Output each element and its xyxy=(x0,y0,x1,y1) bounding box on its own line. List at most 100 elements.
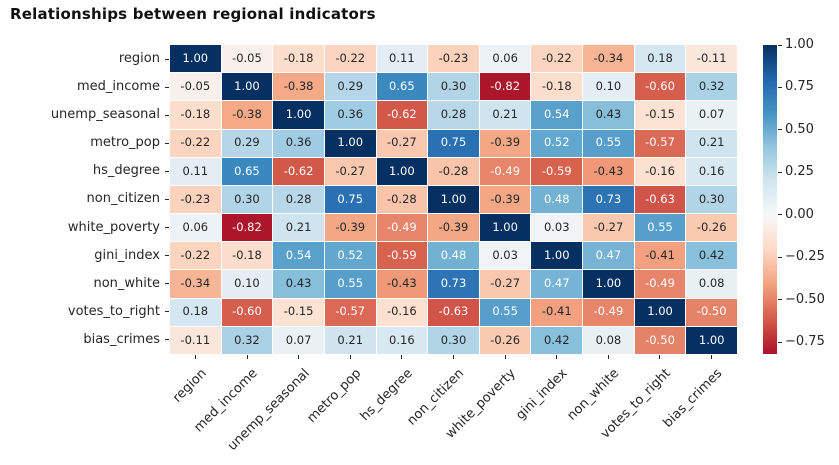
heatmap-cell: 1.00 xyxy=(686,326,737,354)
heatmap-cell: -0.23 xyxy=(428,45,479,73)
heatmap-cell: -0.34 xyxy=(583,45,634,73)
heatmap-cell: 1.00 xyxy=(221,73,273,101)
heatmap-cell: 0.21 xyxy=(686,129,737,157)
heatmap-cell: -0.41 xyxy=(531,298,583,326)
heatmap-cell: -0.18 xyxy=(531,73,583,101)
heatmap-cell: 0.55 xyxy=(479,298,531,326)
heatmap-cell: 0.28 xyxy=(273,185,324,214)
y-axis-label: metro_pop xyxy=(90,135,160,151)
heatmap-cell: -0.39 xyxy=(479,129,531,157)
y-tick-mark xyxy=(164,142,169,144)
heatmap-cell: 0.30 xyxy=(686,185,737,214)
heatmap-cell: -0.57 xyxy=(324,298,376,326)
heatmap-cell: -0.18 xyxy=(273,45,324,73)
x-axis-label: white_poverty xyxy=(442,366,519,442)
heatmap-cell: 0.47 xyxy=(531,270,583,298)
heatmap-cell: 0.47 xyxy=(583,242,634,270)
heatmap-cell: -0.27 xyxy=(479,270,531,298)
heatmap-cell: 1.00 xyxy=(324,129,376,157)
heatmap-cell: -0.28 xyxy=(428,157,479,185)
heatmap-cell: -0.38 xyxy=(273,73,324,101)
heatmap-cell: 1.00 xyxy=(273,101,324,129)
heatmap-cell: 1.00 xyxy=(170,45,221,73)
heatmap-cell: 0.30 xyxy=(428,73,479,101)
heatmap-cell: 0.42 xyxy=(686,242,737,270)
colorbar-tick-label: 1.00 xyxy=(785,37,814,52)
heatmap-cell: 0.54 xyxy=(531,101,583,129)
colorbar-tick-label: −0.25 xyxy=(785,249,825,265)
colorbar-tick-mark xyxy=(777,214,782,216)
x-axis-label: non_white xyxy=(564,366,622,424)
heatmap-cell: 0.11 xyxy=(376,45,428,73)
heatmap-cell: 0.30 xyxy=(221,185,273,214)
heatmap-cell: 0.52 xyxy=(531,129,583,157)
heatmap-cell: -0.26 xyxy=(479,326,531,354)
heatmap-cell: -0.63 xyxy=(634,185,686,214)
colorbar-tick-mark xyxy=(777,341,782,343)
x-tick-mark xyxy=(556,354,558,359)
heatmap-cell: 0.10 xyxy=(221,270,273,298)
y-axis: region med_income unemp_seasonal metro_pop h… xyxy=(0,45,160,354)
heatmap-cell: 0.43 xyxy=(583,101,634,129)
colorbar-tick-mark xyxy=(777,86,782,88)
y-axis-label: region xyxy=(118,51,160,66)
y-axis-label: non_citizen xyxy=(86,191,160,207)
heatmap-cell: 0.36 xyxy=(273,129,324,157)
heatmap-cell: 0.75 xyxy=(428,129,479,157)
heatmap-cell: 0.75 xyxy=(324,185,376,214)
y-tick-mark xyxy=(164,255,169,257)
heatmap-cell: -0.49 xyxy=(479,157,531,185)
heatmap-cell: -0.22 xyxy=(531,45,583,73)
colorbar-tick-label: 0.50 xyxy=(785,121,814,137)
heatmap-cell: 1.00 xyxy=(634,298,686,326)
x-axis-label: gini_index xyxy=(513,366,571,424)
heatmap-cell: 0.21 xyxy=(324,326,376,354)
heatmap-cell: -0.22 xyxy=(324,45,376,73)
colorbar-tick-label: −0.50 xyxy=(785,291,825,307)
colorbar-tick-mark xyxy=(777,44,782,46)
heatmap-cell: -0.62 xyxy=(376,101,428,129)
heatmap-cell: -0.59 xyxy=(376,242,428,270)
x-tick-mark xyxy=(298,354,300,359)
colorbar-tick-mark xyxy=(777,171,782,173)
y-axis-label: white_poverty xyxy=(67,219,160,235)
heatmap-cell: -0.49 xyxy=(376,214,428,242)
heatmap-cell: -0.11 xyxy=(686,45,737,73)
heatmap-cell: 0.21 xyxy=(479,101,531,129)
heatmap-cell: -0.27 xyxy=(376,129,428,157)
heatmap-cell: 0.18 xyxy=(634,45,686,73)
x-axis-label: votes_to_right xyxy=(597,366,674,442)
heatmap-cell: -0.27 xyxy=(583,214,634,242)
x-tick-mark xyxy=(710,354,712,359)
heatmap-cell: -0.63 xyxy=(428,298,479,326)
heatmap-cell: 0.06 xyxy=(479,45,531,73)
colorbar-tick-mark xyxy=(777,129,782,131)
x-axis-label: med_income xyxy=(191,366,261,436)
heatmap-cell: -0.50 xyxy=(686,298,737,326)
heatmap-cell: 0.32 xyxy=(221,326,273,354)
heatmap-cell: -0.57 xyxy=(634,129,686,157)
heatmap-cell: 0.30 xyxy=(428,326,479,354)
y-axis-label: votes_to_right xyxy=(67,303,160,319)
heatmap-cell: -0.39 xyxy=(479,185,531,214)
heatmap-cell: 0.54 xyxy=(273,242,324,270)
heatmap-cell: 0.43 xyxy=(273,270,324,298)
heatmap-cell: 1.00 xyxy=(376,157,428,185)
y-tick-mark xyxy=(164,199,169,200)
heatmap-cell: 0.06 xyxy=(170,214,221,242)
heatmap-cell: 1.00 xyxy=(583,270,634,298)
x-tick-mark xyxy=(195,354,197,359)
y-axis-label: unemp_seasonal xyxy=(50,107,160,123)
heatmap-cell: 0.55 xyxy=(634,214,686,242)
heatmap-cell: -0.43 xyxy=(583,157,634,185)
heatmap-cell: 0.55 xyxy=(324,270,376,298)
y-tick-mark xyxy=(164,114,169,116)
y-axis-label: non_white xyxy=(93,275,160,291)
heatmap-cell: -0.39 xyxy=(428,214,479,242)
heatmap-cell: 0.29 xyxy=(221,129,273,157)
chart-title: Relationships between regional indicator… xyxy=(10,5,376,23)
colorbar-tick-mark xyxy=(777,256,782,258)
heatmap-cell: -0.15 xyxy=(634,101,686,129)
x-tick-mark xyxy=(453,354,454,359)
